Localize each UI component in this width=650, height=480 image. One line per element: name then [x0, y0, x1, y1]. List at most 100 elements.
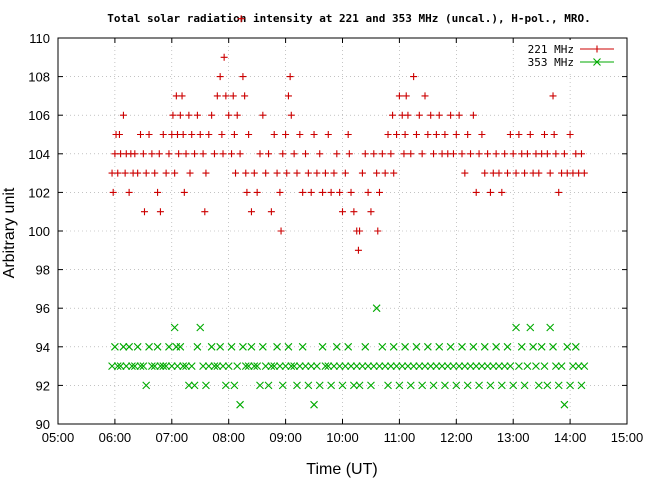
point-353mhz [156, 362, 165, 370]
y-tick-label: 94 [36, 340, 50, 355]
point-353mhz [483, 362, 492, 370]
point-221mhz [515, 131, 523, 138]
point-221mhz [319, 188, 327, 196]
point-353mhz [199, 362, 207, 370]
point-221mhz [364, 188, 372, 196]
point-353mhz [142, 381, 151, 390]
point-221mhz [287, 111, 295, 119]
point-221mhz [293, 169, 301, 177]
axis-ticks: 05:00 06:00 07:00 08:00 09:00 10:00 11:00 12:00… [28, 31, 643, 445]
point-221mhz [219, 150, 227, 158]
point-353mhz [554, 381, 563, 390]
point-353mhz [367, 381, 375, 390]
point-221mhz [389, 111, 397, 119]
point-221mhz [282, 131, 290, 138]
point-353mhz [193, 342, 202, 351]
point-221mhz [401, 131, 409, 138]
point-353mhz [358, 362, 367, 370]
point-221mhz [345, 150, 353, 158]
point-353mhz [364, 362, 372, 370]
point-221mhz [549, 92, 557, 100]
point-353mhz [384, 381, 392, 390]
point-353mhz [492, 342, 501, 351]
point-221mhz [432, 131, 440, 138]
point-353mhz [267, 362, 276, 370]
point-221mhz [566, 131, 574, 138]
point-353mhz [495, 362, 503, 370]
point-221mhz [201, 208, 209, 216]
point-353mhz [372, 304, 381, 313]
point-221mhz [313, 169, 321, 177]
point-353mhz [386, 362, 395, 370]
point-353mhz [290, 362, 299, 370]
point-221mhz [228, 150, 236, 158]
point-353mhz [500, 362, 509, 370]
point-353mhz [253, 362, 262, 370]
point-353mhz [261, 362, 270, 370]
point-353mhz [295, 362, 304, 370]
y-tick-label: 106 [28, 108, 50, 123]
point-353mhz [574, 362, 583, 370]
x-tick-label: 15:00 [611, 430, 644, 445]
point-221mhz [506, 131, 514, 138]
point-353mhz [418, 381, 427, 390]
point-221mhz [350, 208, 358, 216]
point-221mhz [540, 131, 548, 138]
y-tick-label: 90 [36, 417, 50, 432]
point-221mhz [535, 169, 543, 177]
point-221mhz [299, 188, 307, 196]
point-221mhz [390, 169, 398, 177]
point-353mhz [509, 381, 518, 390]
point-353mhz [375, 362, 384, 370]
point-221mhz [142, 169, 150, 177]
legend: 221 MHz 353 MHz [517, 40, 621, 72]
y-tick-label: 98 [36, 263, 50, 278]
point-353mhz [423, 342, 432, 351]
point-221mhz [412, 131, 420, 138]
point-221mhz [415, 111, 423, 119]
point-353mhz [202, 381, 210, 390]
point-221mhz [321, 169, 329, 177]
point-221mhz [151, 169, 159, 177]
point-221mhz [467, 150, 475, 158]
point-353mhz [310, 400, 318, 409]
point-353mhz [213, 362, 222, 370]
point-353mhz [460, 362, 469, 370]
point-221mhz [341, 169, 349, 177]
point-221mhz [327, 188, 335, 196]
point-353mhz [455, 362, 464, 370]
point-221mhz [265, 150, 273, 158]
point-221mhz [356, 227, 364, 235]
data-points [108, 15, 589, 409]
point-353mhz [281, 362, 290, 370]
point-221mhz [424, 131, 432, 138]
point-221mhz [121, 169, 129, 177]
point-353mhz [469, 342, 478, 351]
point-221mhz [182, 150, 190, 158]
point-353mhz [577, 381, 586, 390]
point-353mhz [341, 362, 350, 370]
point-221mhz [148, 150, 156, 158]
point-221mhz [236, 150, 244, 158]
point-353mhz [335, 362, 344, 370]
point-221mhz [202, 169, 210, 177]
point-221mhz [387, 150, 395, 158]
series-221mhz [108, 15, 588, 254]
point-353mhz [381, 362, 390, 370]
point-221mhz [560, 150, 568, 158]
point-221mhz [156, 208, 164, 216]
point-353mhz [264, 381, 273, 390]
point-221mhz [478, 131, 486, 138]
point-221mhz [526, 131, 534, 138]
point-353mhz [557, 362, 566, 370]
x-tick-label: 11:00 [384, 430, 416, 445]
y-axis-label: Arbitrary unit [1, 187, 18, 278]
point-353mhz [409, 362, 418, 370]
point-353mhz [284, 342, 293, 351]
point-221mhz [119, 111, 127, 119]
point-221mhz [336, 188, 344, 196]
point-221mhz [284, 92, 292, 100]
point-353mhz [560, 400, 569, 409]
point-221mhz [239, 73, 247, 81]
point-221mhz [375, 188, 383, 196]
